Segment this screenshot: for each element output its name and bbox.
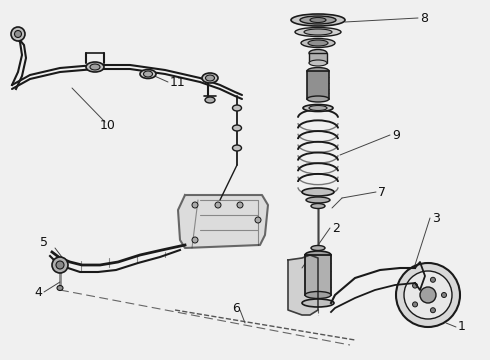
Text: 7: 7	[378, 185, 386, 198]
Text: 10: 10	[100, 118, 116, 131]
Text: 2: 2	[332, 221, 340, 234]
Circle shape	[396, 263, 460, 327]
Ellipse shape	[311, 246, 325, 251]
Ellipse shape	[90, 64, 100, 70]
Text: 8: 8	[420, 12, 428, 24]
Ellipse shape	[305, 292, 331, 298]
Bar	[307, 71, 329, 99]
Circle shape	[215, 202, 221, 208]
Circle shape	[192, 237, 198, 243]
Circle shape	[413, 283, 417, 288]
Ellipse shape	[232, 125, 242, 131]
Text: 4: 4	[34, 285, 42, 298]
Ellipse shape	[302, 188, 334, 196]
Ellipse shape	[303, 104, 333, 112]
Circle shape	[192, 202, 198, 208]
Ellipse shape	[307, 96, 329, 102]
Ellipse shape	[307, 68, 329, 75]
Ellipse shape	[310, 18, 326, 23]
Circle shape	[237, 202, 243, 208]
Ellipse shape	[295, 27, 341, 36]
Ellipse shape	[291, 14, 345, 26]
Ellipse shape	[302, 299, 334, 307]
Text: 3: 3	[432, 212, 440, 225]
Circle shape	[430, 308, 436, 313]
Ellipse shape	[309, 60, 327, 66]
Ellipse shape	[311, 203, 325, 208]
Circle shape	[11, 27, 25, 41]
Ellipse shape	[306, 197, 330, 203]
Ellipse shape	[86, 62, 104, 72]
Circle shape	[430, 277, 436, 282]
Text: 6: 6	[232, 302, 240, 315]
Ellipse shape	[309, 49, 327, 57]
Ellipse shape	[232, 105, 242, 111]
Bar	[305, 255, 331, 295]
Ellipse shape	[308, 40, 328, 46]
Circle shape	[15, 31, 22, 37]
Ellipse shape	[205, 75, 215, 81]
Circle shape	[404, 271, 452, 319]
Ellipse shape	[304, 29, 332, 35]
Bar	[309, 53, 327, 63]
Text: 5: 5	[40, 235, 48, 248]
Ellipse shape	[232, 145, 242, 151]
Circle shape	[420, 287, 436, 303]
Circle shape	[56, 261, 64, 269]
Ellipse shape	[144, 71, 152, 77]
Text: 1: 1	[458, 320, 466, 333]
Circle shape	[441, 292, 446, 297]
Ellipse shape	[305, 251, 331, 259]
Circle shape	[52, 257, 68, 273]
Ellipse shape	[202, 73, 218, 83]
Ellipse shape	[140, 69, 156, 78]
Text: 9: 9	[392, 129, 400, 141]
Text: 11: 11	[170, 76, 186, 89]
Circle shape	[413, 302, 417, 307]
Polygon shape	[178, 195, 268, 248]
Ellipse shape	[309, 105, 327, 111]
Circle shape	[255, 217, 261, 223]
Ellipse shape	[300, 16, 336, 24]
Ellipse shape	[205, 97, 215, 103]
Ellipse shape	[301, 39, 335, 48]
Polygon shape	[288, 255, 318, 315]
Ellipse shape	[57, 285, 63, 291]
